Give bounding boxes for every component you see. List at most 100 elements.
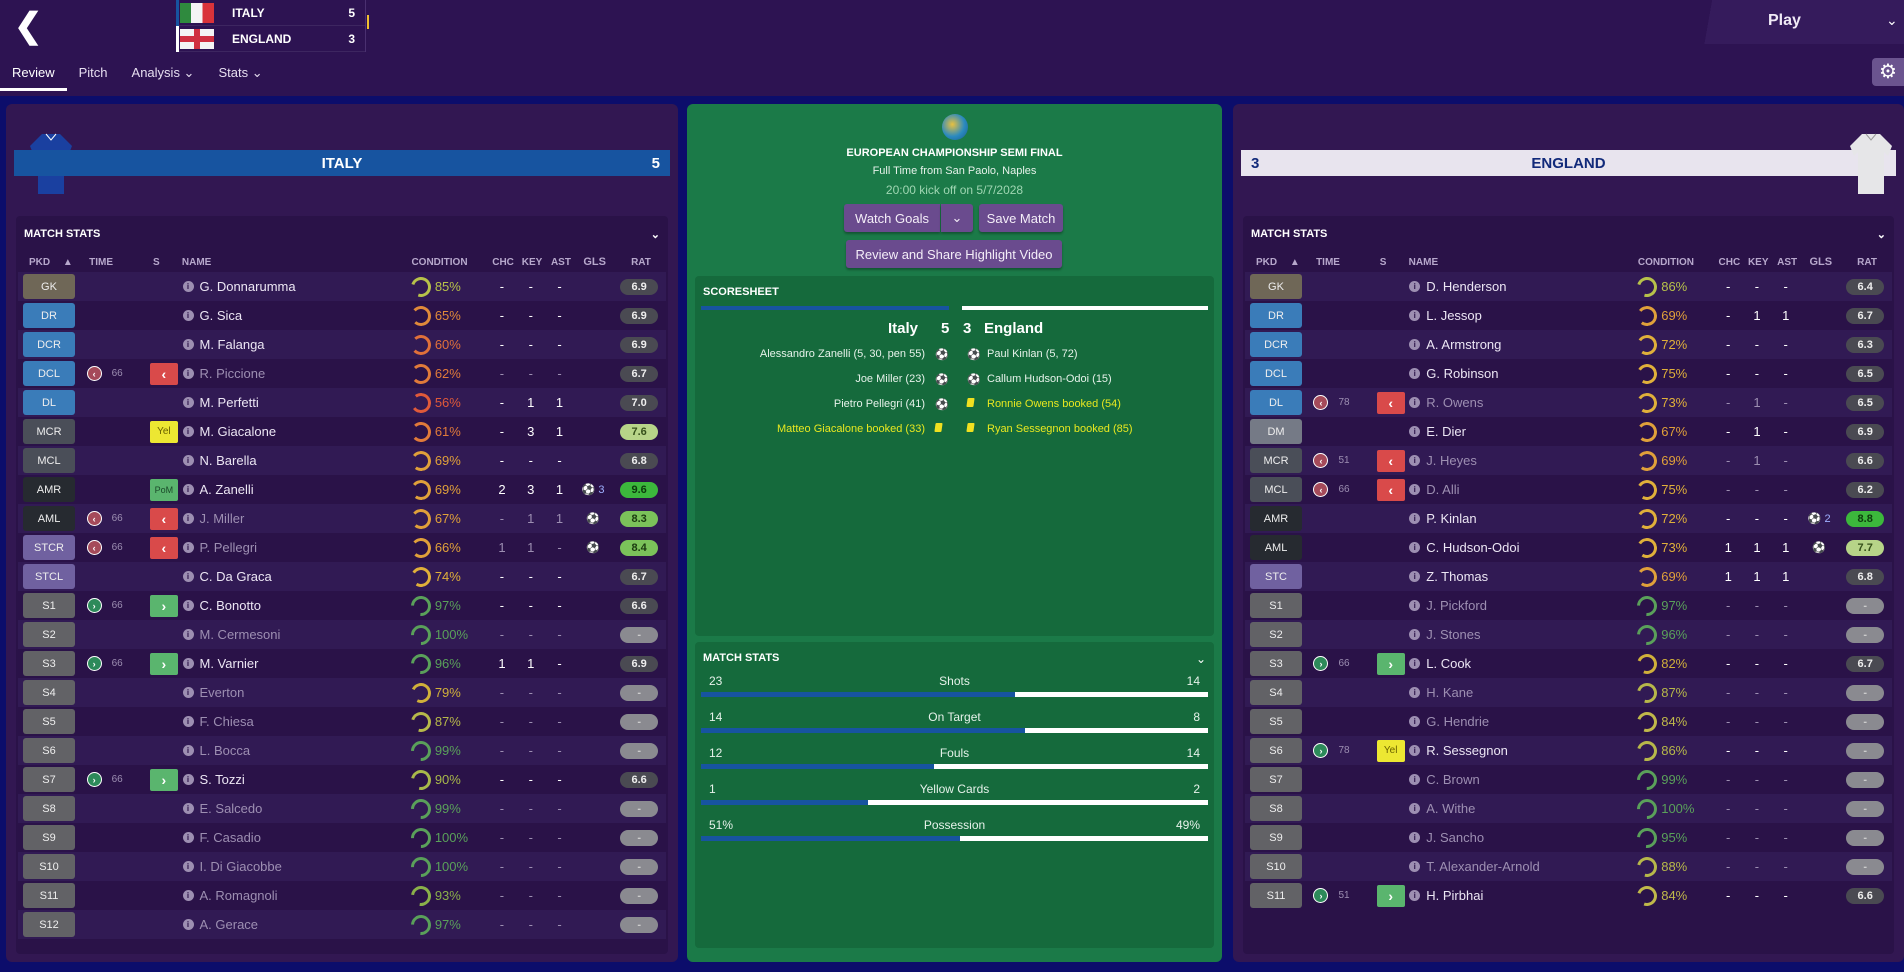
position-badge[interactable]: AMR xyxy=(1250,506,1302,531)
section-header[interactable]: MATCH STATS ⌄ xyxy=(16,216,668,252)
col-pkd[interactable]: PKD ▲ xyxy=(29,256,73,268)
position-badge[interactable]: S10 xyxy=(1250,854,1302,879)
col-name[interactable]: NAME xyxy=(181,256,212,268)
position-badge[interactable]: GK xyxy=(1250,274,1302,299)
position-badge[interactable]: S7 xyxy=(23,767,75,792)
position-badge[interactable]: GK xyxy=(23,274,75,299)
col-time[interactable]: TIME xyxy=(89,256,114,268)
tab-analysis[interactable]: Analysis ⌄ xyxy=(131,65,195,80)
position-badge[interactable]: S1 xyxy=(23,593,75,618)
info-icon[interactable]: i xyxy=(1409,339,1421,350)
watch-goals-button[interactable]: Watch Goals xyxy=(844,204,940,232)
player-name[interactable]: C. Da Graca xyxy=(199,569,272,584)
player-row[interactable]: S3 › 66 › i M. Varnier 96% 1 1 - 6.9 xyxy=(18,649,666,678)
position-badge[interactable]: MCL xyxy=(1250,477,1302,502)
col-key[interactable]: KEY xyxy=(521,256,543,268)
position-badge[interactable]: MCL xyxy=(23,448,75,473)
player-row[interactable]: S4 i H. Kane 87% - - - - xyxy=(1245,678,1892,707)
player-name[interactable]: D. Henderson xyxy=(1426,279,1507,294)
player-name[interactable]: M. Giacalone xyxy=(199,424,277,439)
player-row[interactable]: STCR ‹ 66 ‹ i P. Pellegri 66% 1 1 - ⚽ 8.4 xyxy=(18,533,666,562)
player-row[interactable]: S4 i Everton 79% - - - - xyxy=(18,678,666,707)
position-badge[interactable]: DM xyxy=(1250,419,1302,444)
player-name[interactable]: M. Cermesoni xyxy=(199,627,281,642)
info-icon[interactable]: i xyxy=(182,745,194,756)
player-row[interactable]: DR i G. Sica 65% - - - 6.9 xyxy=(18,301,666,330)
chevron-down-icon[interactable]: ⌄ xyxy=(1195,652,1206,666)
player-row[interactable]: S9 i F. Casadio 100% - - - - xyxy=(18,823,666,852)
player-name[interactable]: H. Kane xyxy=(1426,685,1474,700)
player-name[interactable]: J. Pickford xyxy=(1426,598,1487,613)
info-icon[interactable]: i xyxy=(182,687,194,698)
position-badge[interactable]: DR xyxy=(23,303,75,328)
col-s[interactable]: S xyxy=(152,256,160,268)
player-name[interactable]: Z. Thomas xyxy=(1426,569,1489,584)
position-badge[interactable]: S8 xyxy=(1250,796,1302,821)
info-icon[interactable]: i xyxy=(182,397,194,408)
player-row[interactable]: S12 i A. Gerace 97% - - - - xyxy=(18,910,666,939)
col-s[interactable]: S xyxy=(1379,256,1387,268)
info-icon[interactable]: i xyxy=(1409,542,1421,553)
player-name[interactable]: G. Donnarumma xyxy=(199,279,296,294)
player-row[interactable]: DL ‹ 78 ‹ i R. Owens 73% - 1 - 6.5 xyxy=(1245,388,1892,417)
player-name[interactable]: I. Di Giacobbe xyxy=(199,859,282,874)
player-row[interactable]: S11 › 51 › i H. Pirbhai 84% - - - 6.6 xyxy=(1245,881,1892,910)
player-name[interactable]: J. Miller xyxy=(199,511,245,526)
player-row[interactable]: DCR i A. Armstrong 72% - - - 6.3 xyxy=(1245,330,1892,359)
position-badge[interactable]: S6 xyxy=(23,738,75,763)
position-badge[interactable]: AML xyxy=(1250,535,1302,560)
player-name[interactable]: A. Zanelli xyxy=(199,482,254,497)
player-name[interactable]: C. Brown xyxy=(1426,772,1480,787)
position-badge[interactable]: S9 xyxy=(23,825,75,850)
position-badge[interactable]: S8 xyxy=(23,796,75,821)
tab-review[interactable]: Review xyxy=(0,60,67,91)
player-name[interactable]: R. Piccione xyxy=(199,366,266,381)
info-icon[interactable]: i xyxy=(1409,600,1421,611)
player-name[interactable]: S. Tozzi xyxy=(199,772,245,787)
position-badge[interactable]: DCL xyxy=(23,361,75,386)
position-badge[interactable]: DL xyxy=(1250,390,1302,415)
position-badge[interactable]: AMR xyxy=(23,477,75,502)
col-rat[interactable]: RAT xyxy=(631,256,651,268)
player-name[interactable]: D. Alli xyxy=(1426,482,1460,497)
info-icon[interactable]: i xyxy=(1409,774,1421,785)
position-badge[interactable]: AML xyxy=(23,506,75,531)
position-badge[interactable]: S7 xyxy=(1250,767,1302,792)
info-icon[interactable]: i xyxy=(182,513,194,524)
player-row[interactable]: AMR i P. Kinlan 72% - - - ⚽ 2 8.8 xyxy=(1245,504,1892,533)
col-condition[interactable]: CONDITION xyxy=(411,256,468,268)
player-row[interactable]: S1 › 66 › i C. Bonotto 97% - - - 6.6 xyxy=(18,591,666,620)
info-icon[interactable]: i xyxy=(182,890,194,901)
info-icon[interactable]: i xyxy=(182,455,194,466)
info-icon[interactable]: i xyxy=(182,774,194,785)
player-name[interactable]: C. Hudson-Odoi xyxy=(1426,540,1520,555)
position-badge[interactable]: S4 xyxy=(23,680,75,705)
info-icon[interactable]: i xyxy=(1409,310,1421,321)
player-row[interactable]: S10 i T. Alexander-Arnold 88% - - - - xyxy=(1245,852,1892,881)
info-icon[interactable]: i xyxy=(182,861,194,872)
player-row[interactable]: DM i E. Dier 67% - 1 - 6.9 xyxy=(1245,417,1892,446)
player-row[interactable]: DCR i M. Falanga 60% - - - 6.9 xyxy=(18,330,666,359)
position-badge[interactable]: S4 xyxy=(1250,680,1302,705)
position-badge[interactable]: STCR xyxy=(23,535,75,560)
col-condition[interactable]: CONDITION xyxy=(1637,256,1694,268)
player-name[interactable]: J. Sancho xyxy=(1426,830,1485,845)
player-row[interactable]: GK i G. Donnarumma 85% - - - 6.9 xyxy=(18,272,666,301)
player-name[interactable]: R. Sessegnon xyxy=(1426,743,1508,758)
player-name[interactable]: A. Armstrong xyxy=(1426,337,1502,352)
player-name[interactable]: E. Salcedo xyxy=(199,801,263,816)
info-icon[interactable]: i xyxy=(1409,397,1421,408)
player-row[interactable]: S5 i G. Hendrie 84% - - - - xyxy=(1245,707,1892,736)
col-ast[interactable]: AST xyxy=(550,256,571,268)
position-badge[interactable]: S3 xyxy=(1250,651,1302,676)
info-icon[interactable]: i xyxy=(1409,658,1421,669)
col-ast[interactable]: AST xyxy=(1777,256,1798,268)
chevron-down-icon[interactable]: ⌄ xyxy=(1886,12,1898,28)
player-row[interactable]: S6 i L. Bocca 99% - - - - xyxy=(18,736,666,765)
position-badge[interactable]: S11 xyxy=(23,883,75,908)
info-icon[interactable]: i xyxy=(1409,513,1421,524)
player-name[interactable]: P. Kinlan xyxy=(1426,511,1477,526)
player-row[interactable]: S8 i E. Salcedo 99% - - - - xyxy=(18,794,666,823)
position-badge[interactable]: S9 xyxy=(1250,825,1302,850)
position-badge[interactable]: STC xyxy=(1250,564,1302,589)
